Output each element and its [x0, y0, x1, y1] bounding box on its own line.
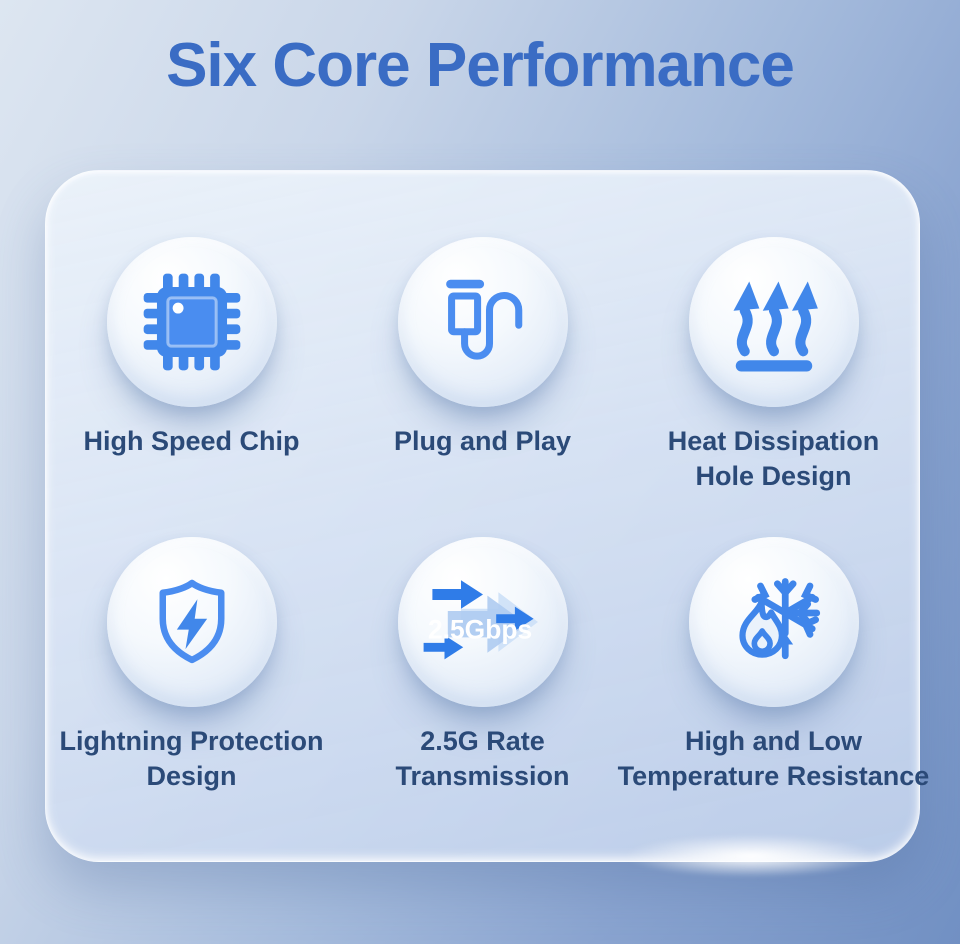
chip-icon-circle: [106, 237, 277, 407]
feature-grid: High Speed Chip Plug and Play: [46, 237, 929, 800]
feature-speed-transmission: 2.5Gbps 2.5G Rate Transmission: [337, 537, 628, 800]
fire-snowflake-icon: [738, 578, 820, 660]
feature-label-plug-and-play: Plug and Play: [393, 426, 572, 456]
fire-snowflake-icon-circle: [688, 537, 859, 707]
feature-label-temperature-resistance: High and Low Temperature Resistance: [617, 726, 930, 791]
usb-cable-icon: [445, 279, 522, 360]
speed-arrows-icon: 2.5Gbps: [423, 580, 538, 660]
feature-label-high-speed-chip: High Speed Chip: [83, 426, 300, 456]
feature-high-speed-chip: High Speed Chip: [46, 237, 337, 500]
feature-label-speed-transmission: 2.5G Rate Transmission: [395, 726, 570, 791]
light-flare: [626, 835, 876, 877]
feature-card: High Speed Chip Plug and Play: [45, 170, 929, 877]
speed-badge-text: 2.5Gbps: [428, 615, 532, 645]
heat-arrows-icon: [733, 281, 818, 372]
heat-arrows-icon-circle: [688, 237, 859, 407]
feature-temperature-resistance: High and Low Temperature Resistance: [618, 537, 929, 800]
feature-label-heat-dissipation: Heat Dissipation Hole Design: [667, 426, 880, 491]
chip-icon: [143, 273, 240, 371]
shield-lightning-icon: [159, 579, 224, 664]
feature-lightning-protection: Lightning Protection Design: [46, 537, 337, 800]
feature-heat-dissipation: Heat Dissipation Hole Design: [628, 237, 919, 500]
page-title: Six Core Performance: [166, 31, 795, 100]
shield-lightning-icon-circle: [106, 537, 277, 707]
usb-cable-icon-circle: [397, 237, 568, 407]
feature-label-lightning-protection: Lightning Protection Design: [59, 726, 324, 791]
feature-plug-and-play: Plug and Play: [337, 237, 628, 500]
speed-arrows-icon-circle: 2.5Gbps: [397, 537, 568, 707]
